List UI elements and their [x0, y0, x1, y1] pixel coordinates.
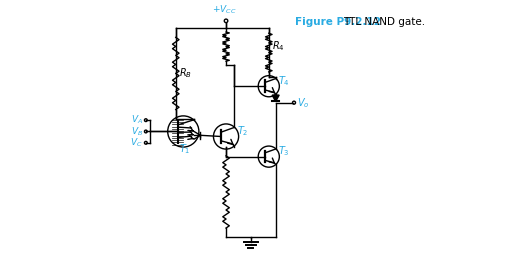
- Text: $T_4$: $T_4$: [278, 74, 290, 87]
- Text: $T_3$: $T_3$: [278, 144, 290, 158]
- Text: $+V_{CC}$: $+V_{CC}$: [212, 4, 236, 16]
- Text: TTL NAND gate.: TTL NAND gate.: [343, 17, 425, 27]
- Text: $R_4$: $R_4$: [272, 39, 285, 52]
- Text: $T_2$: $T_2$: [237, 124, 248, 138]
- Text: $R_B$: $R_B$: [179, 67, 192, 80]
- Text: $V_C$: $V_C$: [130, 136, 143, 149]
- Text: $V_A$: $V_A$: [131, 114, 143, 126]
- Text: $V_B$: $V_B$: [131, 125, 143, 138]
- Text: $T_1$: $T_1$: [179, 143, 191, 156]
- Text: Figure P9.2.12: Figure P9.2.12: [295, 17, 381, 27]
- Polygon shape: [272, 95, 279, 101]
- Text: $V_o$: $V_o$: [297, 96, 310, 109]
